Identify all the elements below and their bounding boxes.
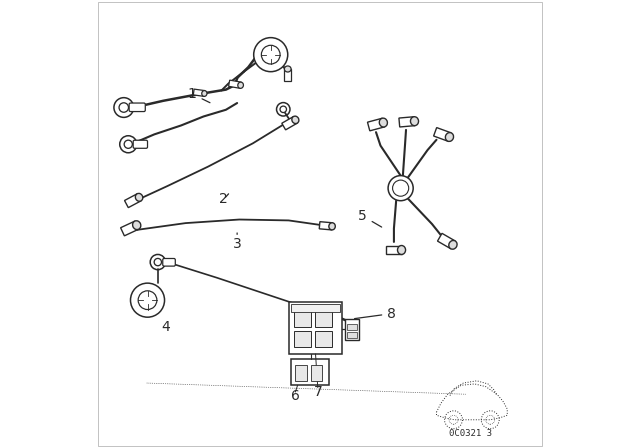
Polygon shape xyxy=(387,246,401,254)
Text: 1: 1 xyxy=(188,87,210,103)
Polygon shape xyxy=(434,128,451,141)
FancyBboxPatch shape xyxy=(310,365,322,381)
Text: 4: 4 xyxy=(161,320,170,334)
Ellipse shape xyxy=(329,223,335,230)
FancyBboxPatch shape xyxy=(294,310,311,327)
Circle shape xyxy=(131,283,164,317)
FancyBboxPatch shape xyxy=(294,331,311,347)
FancyBboxPatch shape xyxy=(291,304,340,312)
Text: 2: 2 xyxy=(220,192,228,207)
FancyBboxPatch shape xyxy=(289,302,342,354)
Polygon shape xyxy=(399,117,415,127)
Ellipse shape xyxy=(135,194,143,201)
Ellipse shape xyxy=(410,117,419,126)
Text: 7: 7 xyxy=(314,385,322,399)
Polygon shape xyxy=(120,221,139,236)
Ellipse shape xyxy=(445,133,454,142)
FancyBboxPatch shape xyxy=(315,310,332,327)
FancyBboxPatch shape xyxy=(133,140,147,148)
FancyBboxPatch shape xyxy=(296,365,307,381)
Circle shape xyxy=(253,38,288,72)
Ellipse shape xyxy=(380,118,387,127)
Polygon shape xyxy=(228,80,241,88)
Ellipse shape xyxy=(397,246,406,254)
Ellipse shape xyxy=(132,221,141,229)
FancyBboxPatch shape xyxy=(315,331,332,347)
FancyBboxPatch shape xyxy=(163,258,175,266)
Text: 3: 3 xyxy=(233,233,241,251)
Polygon shape xyxy=(319,222,332,230)
FancyBboxPatch shape xyxy=(129,103,145,112)
Ellipse shape xyxy=(449,241,457,249)
FancyBboxPatch shape xyxy=(344,319,359,340)
FancyBboxPatch shape xyxy=(347,324,356,330)
FancyBboxPatch shape xyxy=(347,332,356,338)
Polygon shape xyxy=(282,116,297,130)
Ellipse shape xyxy=(202,90,207,96)
Polygon shape xyxy=(125,194,141,207)
Circle shape xyxy=(388,176,413,201)
Text: 8: 8 xyxy=(355,306,396,321)
Polygon shape xyxy=(284,69,291,81)
Text: 5: 5 xyxy=(358,209,381,227)
Text: 6: 6 xyxy=(291,389,300,404)
Ellipse shape xyxy=(284,66,291,72)
Polygon shape xyxy=(193,89,205,96)
FancyBboxPatch shape xyxy=(291,359,329,385)
Polygon shape xyxy=(438,233,455,249)
Text: 0C0321 3: 0C0321 3 xyxy=(449,429,492,438)
Ellipse shape xyxy=(292,116,299,124)
Ellipse shape xyxy=(238,82,243,88)
Polygon shape xyxy=(367,118,385,131)
